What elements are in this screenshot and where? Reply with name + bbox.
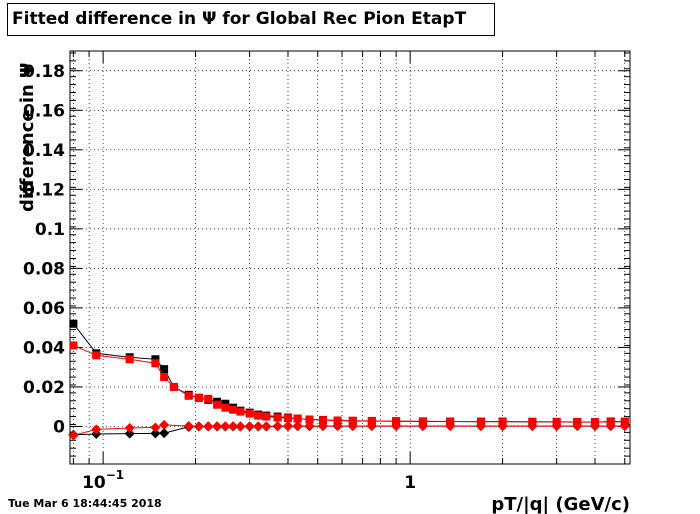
data-point-diamond	[220, 421, 231, 432]
data-point-diamond	[619, 421, 630, 432]
data-point-square	[283, 414, 292, 423]
data-point-diamond	[193, 421, 204, 432]
grid-layer	[70, 51, 630, 464]
y-tick-label: 0.12	[23, 180, 65, 200]
data-point-diamond	[68, 430, 79, 441]
data-point-diamond	[497, 421, 508, 432]
data-point-diamond	[347, 421, 358, 432]
data-point-diamond	[159, 428, 170, 439]
y-axis-label: difference in Ψ	[17, 63, 38, 212]
data-point-diamond	[572, 421, 583, 432]
data-point-diamond	[551, 421, 562, 432]
data-point-diamond	[445, 421, 456, 432]
data-point-diamond	[527, 421, 538, 432]
data-point-diamond	[317, 421, 328, 432]
data-point-square	[125, 355, 134, 364]
chart-title: Fitted difference in Ψ for Global Rec Pi…	[7, 3, 495, 36]
data-point-square	[305, 415, 314, 424]
data-point-diamond	[590, 421, 601, 432]
data-point-square	[221, 403, 230, 412]
y-tick-label: 0.08	[23, 259, 65, 279]
data-point-square	[92, 351, 101, 360]
data-point-diamond	[235, 421, 246, 432]
data-point-diamond	[228, 421, 239, 432]
x-tick-label: 1	[404, 473, 416, 493]
data-point-square	[273, 413, 282, 422]
data-point-diamond	[391, 421, 402, 432]
data-point-diamond	[203, 421, 214, 432]
data-point-square	[229, 405, 238, 414]
data-point-diamond	[212, 421, 223, 432]
y-tick-label: 0.18	[23, 62, 65, 82]
y-tick-label: 0.16	[23, 101, 65, 121]
data-point-diamond	[605, 421, 616, 432]
data-point-diamond	[91, 424, 102, 435]
data-point-diamond	[183, 421, 194, 432]
data-point-diamond	[150, 428, 161, 439]
data-point-square	[318, 416, 327, 425]
data-point-square	[184, 391, 193, 400]
y-tick-label: 0.14	[23, 141, 65, 161]
data-point-diamond	[475, 421, 486, 432]
y-tick-label: 0.02	[23, 378, 65, 398]
data-point-square	[236, 407, 245, 416]
data-point-diamond	[159, 419, 170, 430]
y-tick-label: 0.1	[35, 220, 65, 240]
data-point-square	[367, 416, 376, 425]
data-point-square	[204, 394, 213, 403]
data-point-square	[160, 373, 169, 382]
data-point-square	[151, 359, 160, 368]
data-point-diamond	[261, 421, 272, 432]
data-point-diamond	[304, 421, 315, 432]
axes-layer: 0 0.02 0.04 0.06 0.08 0.1 0.12 0.14 0.16 0.18 10−1…	[23, 50, 631, 493]
data-point-square	[69, 341, 78, 350]
data-point-square	[348, 416, 357, 425]
y-tick-label: 0.04	[23, 338, 65, 358]
data-point-diamond	[124, 428, 135, 439]
data-point-diamond	[332, 421, 343, 432]
data-point-square	[262, 412, 271, 421]
data-point-square	[213, 400, 222, 409]
data-point-diamond	[282, 421, 293, 432]
data-point-square	[169, 382, 178, 391]
y-tick-label: 0	[53, 417, 65, 437]
data-point-square	[194, 393, 203, 402]
data-point-square	[245, 409, 254, 418]
data-point-diamond	[417, 421, 428, 432]
data-point-diamond	[150, 422, 161, 433]
timestamp: Tue Mar 6 18:44:45 2018	[8, 497, 162, 510]
data-point-square	[254, 411, 263, 420]
x-tick-label: 10−1	[82, 468, 124, 493]
data-point-diamond	[244, 421, 255, 432]
data-point-square	[69, 319, 78, 328]
data-point-diamond	[124, 423, 135, 434]
data-point-diamond	[366, 421, 377, 432]
data-point-square	[293, 414, 302, 423]
series-line	[73, 323, 625, 423]
data-point-diamond	[292, 421, 303, 432]
data-point-square	[160, 365, 169, 374]
plot-frame	[69, 50, 631, 465]
data-point-diamond	[272, 421, 283, 432]
data-layer	[68, 319, 630, 441]
y-tick-label: 0.06	[23, 299, 65, 319]
x-axis-label: pT/|q| (GeV/c)	[491, 494, 630, 514]
data-point-diamond	[253, 421, 264, 432]
data-point-square	[333, 416, 342, 425]
